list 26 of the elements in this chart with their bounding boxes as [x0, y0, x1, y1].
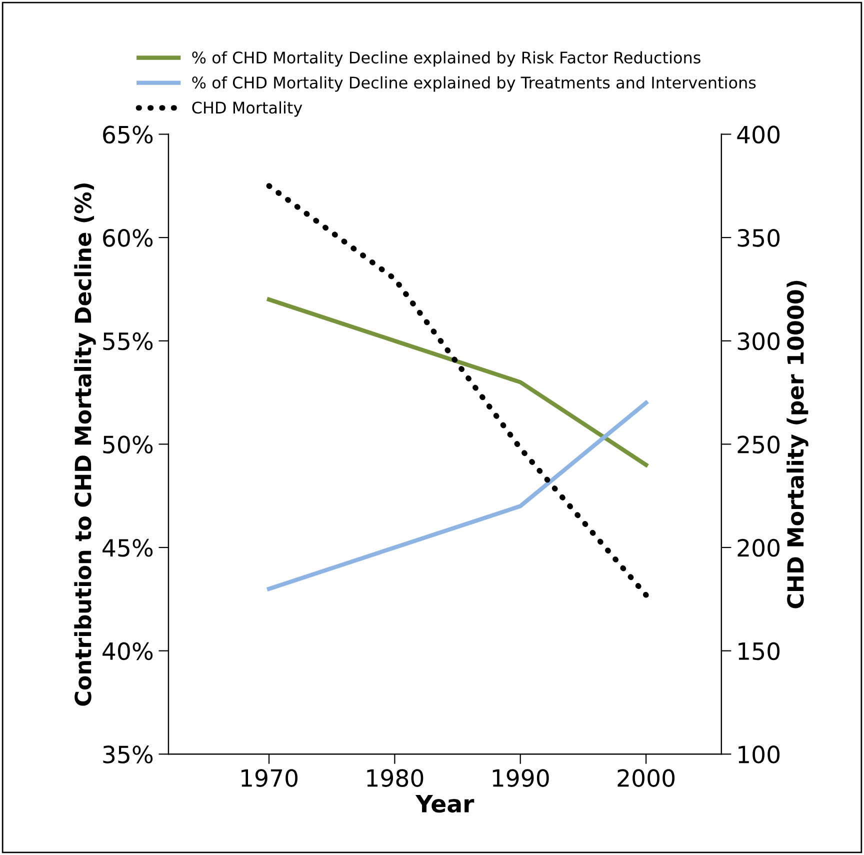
y-tick-label: 35%: [103, 746, 153, 764]
line-series: [266, 400, 648, 591]
legend-label: CHD Mortality: [192, 101, 302, 117]
x-tick-label: 2000: [618, 769, 675, 787]
y-axis-title: Contribution to CHD Mortality Decline (%): [74, 183, 96, 706]
y-tick-label: 50%: [103, 436, 153, 454]
x-tick-label: 1990: [492, 769, 549, 787]
x-tick-label: 1970: [242, 769, 298, 787]
y2-tick-label: 250: [738, 436, 780, 454]
x-tick-label: 1980: [367, 769, 424, 787]
legend-label: % of CHD Mortality Decline explained by Risk Factor Reductions: [192, 51, 700, 67]
y2-axis-title: CHD Mortality (per 10000): [786, 280, 808, 608]
y2-tick-label: 350: [738, 228, 780, 247]
y-tick-label: 55%: [103, 332, 153, 350]
y2-tick-label: 400: [737, 126, 780, 144]
y2-tick-label: 150: [738, 642, 780, 660]
y2-tick-label: 300: [738, 332, 780, 350]
y-tick-label: 45%: [102, 538, 153, 557]
legend-label: % of CHD Mortality Decline explained by Treatments and Interventions: [192, 76, 756, 92]
y-tick-label: 65%: [103, 126, 153, 144]
line-series: [266, 297, 648, 467]
y2-tick-label: 100: [738, 746, 780, 764]
y-tick-label: 60%: [103, 228, 153, 247]
y-tick-label: 40%: [102, 642, 153, 660]
x-axis-title: Year: [415, 795, 474, 813]
y2-tick-label: 200: [738, 538, 780, 557]
